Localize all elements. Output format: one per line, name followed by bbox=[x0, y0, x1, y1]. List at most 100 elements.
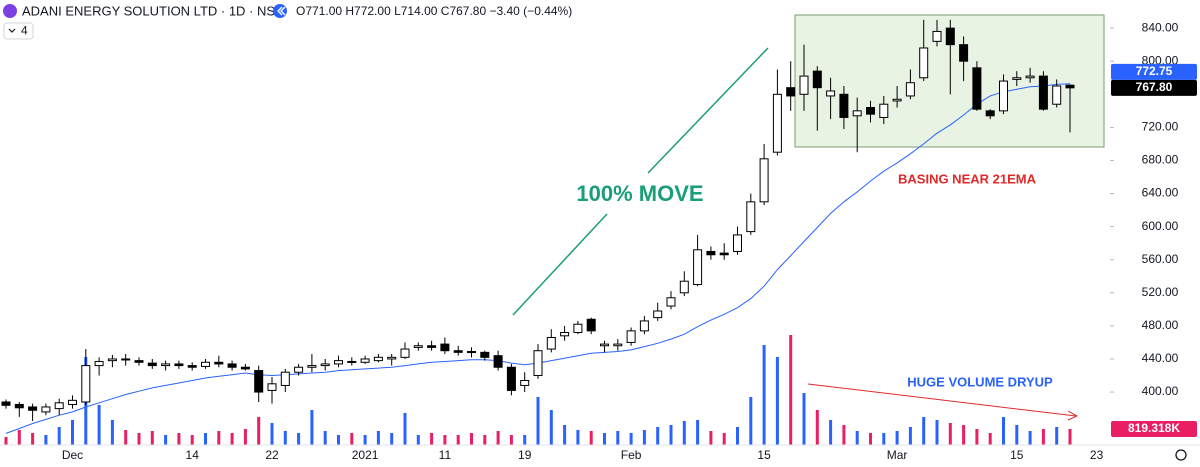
volume-bar bbox=[430, 433, 434, 445]
candle-body bbox=[759, 158, 769, 203]
volume-bar bbox=[31, 433, 35, 445]
volume-bar bbox=[762, 345, 766, 445]
volume-bar bbox=[470, 433, 473, 445]
volume-bar bbox=[775, 357, 779, 445]
candle-body bbox=[879, 103, 889, 118]
candle-body bbox=[626, 330, 636, 343]
settings-icon[interactable] bbox=[1175, 449, 1187, 461]
y-tick-label: 640.00 bbox=[1142, 186, 1179, 200]
volume-bar bbox=[71, 420, 74, 445]
volume-bar bbox=[363, 435, 367, 445]
candle-body bbox=[919, 47, 929, 79]
candle-body bbox=[360, 358, 370, 363]
volume-bar bbox=[616, 430, 620, 445]
candle-body bbox=[161, 363, 171, 367]
volume-bar bbox=[855, 430, 859, 445]
candle-body bbox=[852, 110, 862, 117]
volume-bar bbox=[736, 426, 739, 445]
y-tick-label: 480.00 bbox=[1142, 318, 1179, 332]
annotation: HUGE VOLUME DRYUP bbox=[907, 374, 1053, 389]
volume-bar bbox=[310, 410, 314, 445]
volume-bar bbox=[576, 430, 580, 445]
candle-body bbox=[1, 401, 11, 406]
volume-bar bbox=[696, 420, 700, 445]
candle-body bbox=[866, 107, 875, 115]
candle-body bbox=[799, 75, 809, 95]
y-tick-label: 600.00 bbox=[1142, 219, 1179, 233]
dryup-arrow bbox=[807, 383, 1077, 417]
candle-body bbox=[467, 351, 476, 354]
volume-bar bbox=[962, 425, 966, 445]
volume-bar bbox=[948, 423, 952, 445]
volume-bar bbox=[656, 426, 660, 445]
x-tick-label: Mar bbox=[887, 448, 908, 462]
candle-body bbox=[493, 355, 503, 368]
volume-bar bbox=[403, 413, 407, 445]
volume-bar bbox=[376, 430, 380, 445]
volume-bar bbox=[709, 430, 713, 445]
volume-bar bbox=[669, 425, 673, 445]
volume-bar bbox=[257, 416, 261, 445]
volume-bar bbox=[629, 433, 633, 445]
candle-body bbox=[905, 82, 915, 97]
volume-bar bbox=[1028, 430, 1032, 445]
x-tick-label: Dec bbox=[62, 448, 83, 462]
candle-body bbox=[586, 318, 596, 332]
candle-body bbox=[28, 406, 38, 411]
volume-bar bbox=[642, 430, 646, 445]
symbol-title[interactable]: ADANI ENERGY SOLUTION LTD · 1D · NSE bbox=[22, 3, 284, 18]
volume-bar bbox=[509, 435, 513, 445]
candle-body bbox=[706, 250, 716, 256]
candle-body bbox=[413, 345, 423, 348]
volume-bar bbox=[323, 430, 327, 445]
volume-bar bbox=[1055, 426, 1059, 445]
candle-body bbox=[693, 249, 703, 286]
candle-body bbox=[14, 403, 24, 409]
candle-body bbox=[733, 234, 742, 252]
volume-bar bbox=[975, 429, 979, 445]
volume-bar bbox=[496, 430, 500, 445]
candle-body bbox=[613, 343, 623, 347]
candle-body bbox=[81, 365, 91, 403]
volume-bar bbox=[4, 436, 8, 445]
volume-bar bbox=[603, 433, 606, 445]
candle-body bbox=[839, 93, 849, 118]
candle-body bbox=[294, 366, 304, 373]
y-tick-label: 400.00 bbox=[1142, 384, 1179, 398]
candle-body bbox=[147, 362, 157, 367]
candle-body bbox=[812, 70, 822, 89]
candle-body bbox=[772, 93, 782, 153]
indicator-toggle[interactable] bbox=[3, 22, 34, 40]
candle-body bbox=[174, 363, 184, 367]
x-tick-label: 15 bbox=[757, 448, 771, 462]
volume-bar bbox=[456, 435, 460, 445]
x-tick-label: 15 bbox=[1010, 448, 1024, 462]
volume-bar bbox=[815, 410, 819, 445]
ohlc-readout: O771.00 H772.00 L714.00 C767.80 −3.40 (−… bbox=[296, 4, 572, 18]
volume-bar bbox=[483, 435, 487, 445]
volume-bar bbox=[882, 433, 886, 445]
volume-bar bbox=[150, 430, 154, 445]
volume-bar bbox=[416, 435, 420, 445]
candle-body bbox=[440, 343, 450, 352]
candle-body bbox=[999, 80, 1008, 112]
candle-body bbox=[679, 280, 689, 294]
candle-body bbox=[506, 366, 516, 391]
candle-body bbox=[187, 365, 197, 368]
candle-body bbox=[347, 360, 357, 363]
candle-body bbox=[373, 356, 383, 362]
chevron bbox=[8, 28, 16, 33]
replay-icon[interactable] bbox=[273, 4, 287, 18]
volume-bar bbox=[164, 435, 168, 445]
volume-bar bbox=[722, 433, 726, 445]
volume-bar bbox=[549, 410, 553, 445]
volume-bar bbox=[97, 405, 101, 445]
volume-bar bbox=[137, 433, 141, 445]
axes: Dec 14 22 2021 11 19 Feb 15 Mar 15 23 400.00 440.00 4… bbox=[62, 20, 1179, 462]
volume-bar bbox=[523, 435, 527, 445]
y-tick-label: 560.00 bbox=[1142, 252, 1179, 266]
volume-bar bbox=[935, 420, 939, 445]
candle-body bbox=[932, 30, 942, 42]
symbol-logo[interactable] bbox=[3, 4, 17, 18]
